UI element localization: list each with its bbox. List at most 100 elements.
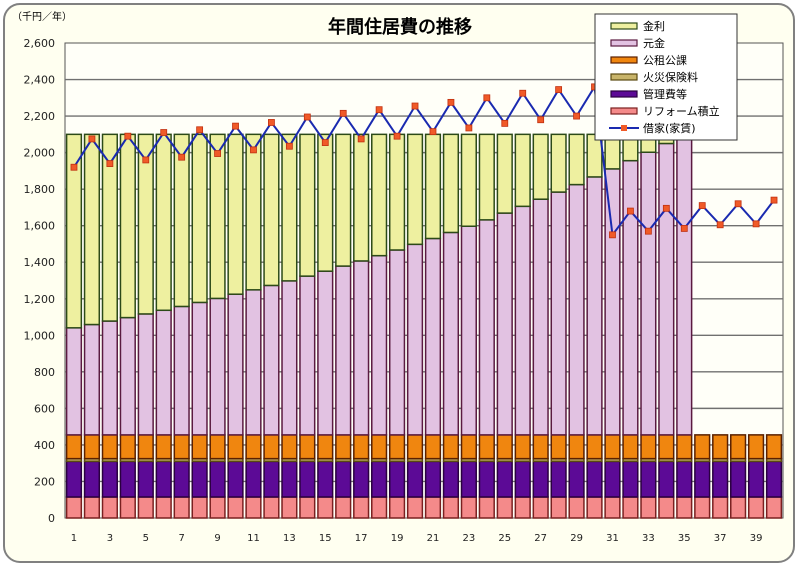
- bar-segment: [747, 434, 765, 460]
- line-marker: [483, 94, 491, 102]
- bar-segment: [281, 133, 298, 282]
- bar-segment: [335, 434, 352, 460]
- bar-segment: [442, 434, 460, 460]
- line-marker: [160, 129, 168, 136]
- line-marker: [375, 106, 383, 114]
- x-tick-label: 27: [534, 533, 547, 544]
- line-marker: [627, 207, 634, 215]
- bar-segment: [173, 434, 190, 460]
- x-tick-label: 29: [570, 533, 583, 544]
- x-tick-label: 39: [750, 533, 763, 544]
- x-tick-label: 3: [107, 533, 113, 544]
- bar-segment: [586, 176, 603, 436]
- bar-segment: [460, 225, 477, 436]
- y-tick-label: 2,600: [24, 37, 56, 50]
- y-tick-label: 800: [34, 366, 55, 379]
- x-tick-label: 31: [606, 533, 619, 544]
- bar-segment: [532, 434, 549, 460]
- bar-segment: [101, 434, 118, 460]
- line-marker: [250, 146, 257, 154]
- bar-segment: [640, 151, 657, 436]
- bar-segment: [137, 434, 154, 460]
- y-tick-label: 2,400: [24, 74, 56, 87]
- bar-segment: [586, 133, 603, 178]
- bar-segment: [155, 309, 172, 436]
- bar-segment: [245, 460, 262, 498]
- bar-segment: [245, 133, 262, 291]
- legend-label: 公租公課: [643, 53, 687, 67]
- bar-segment: [209, 496, 226, 519]
- line-marker: [232, 122, 239, 130]
- bar-segment: [209, 297, 226, 436]
- bar-segment: [101, 133, 118, 322]
- bar-segment: [173, 460, 190, 498]
- bar-segment: [712, 434, 729, 460]
- bar-segment: [299, 460, 316, 498]
- bar-segment: [514, 496, 531, 519]
- bar-segment: [442, 460, 460, 498]
- x-tick-label: 9: [214, 533, 220, 544]
- bar-segment: [191, 434, 208, 460]
- bar-segment: [209, 133, 226, 300]
- x-tick-label: 11: [247, 533, 260, 544]
- line-marker: [770, 196, 778, 204]
- bar-segment: [245, 434, 262, 460]
- bar-segment: [317, 270, 334, 436]
- line-marker: [501, 119, 509, 127]
- bar-segment: [640, 496, 657, 519]
- bar-segment: [353, 260, 370, 436]
- line-marker: [519, 89, 527, 97]
- bar-segment: [388, 434, 406, 460]
- y-axis-unit-label: （千円／年）: [12, 10, 72, 23]
- bar-segment: [550, 434, 567, 460]
- bar-segment: [568, 183, 585, 436]
- bar-segment: [406, 243, 424, 436]
- bar-segment: [388, 133, 406, 251]
- bar-segment: [622, 434, 639, 460]
- bar-segment: [371, 254, 388, 436]
- x-tick-label: 5: [143, 533, 149, 544]
- bar-segment: [730, 460, 747, 498]
- bar-segment: [694, 496, 711, 519]
- y-tick-label: 200: [34, 475, 55, 488]
- bar-segment: [101, 496, 118, 519]
- bar-segment: [281, 280, 298, 436]
- bar-segment: [514, 205, 531, 436]
- bar-segment: [245, 496, 262, 519]
- bar-segment: [388, 249, 406, 436]
- bar-segment: [424, 460, 442, 498]
- bar-segment: [173, 305, 190, 436]
- x-tick-label: 7: [178, 533, 184, 544]
- bar-segment: [65, 496, 83, 519]
- x-tick-label: 1: [71, 533, 77, 544]
- legend-swatch: [610, 73, 638, 81]
- line-marker: [70, 163, 78, 171]
- y-tick-label: 1,200: [24, 293, 56, 306]
- line-marker: [555, 86, 563, 93]
- line-marker: [321, 139, 329, 146]
- bar-segment: [65, 133, 83, 329]
- bar-segment: [263, 284, 280, 436]
- bar-segment: [335, 496, 352, 519]
- bar-segment: [83, 133, 101, 326]
- bar-segment: [676, 133, 693, 436]
- line-marker: [124, 132, 132, 140]
- bar-segment: [317, 496, 334, 519]
- legend-swatch: [610, 107, 638, 115]
- bar-segment: [281, 434, 298, 460]
- line-marker: [142, 156, 150, 164]
- bar-segment: [173, 133, 190, 308]
- bar-segment: [765, 496, 783, 519]
- bar-segment: [568, 133, 585, 186]
- bar-segment: [712, 460, 729, 498]
- bar-segment: [83, 434, 101, 460]
- bar-segment: [730, 434, 747, 460]
- bar-segment: [119, 133, 136, 319]
- bar-segment: [496, 133, 513, 214]
- bar-segment: [317, 460, 334, 498]
- line-series-path: [73, 83, 775, 238]
- bar-segment: [658, 434, 675, 460]
- bar-segment: [371, 133, 388, 257]
